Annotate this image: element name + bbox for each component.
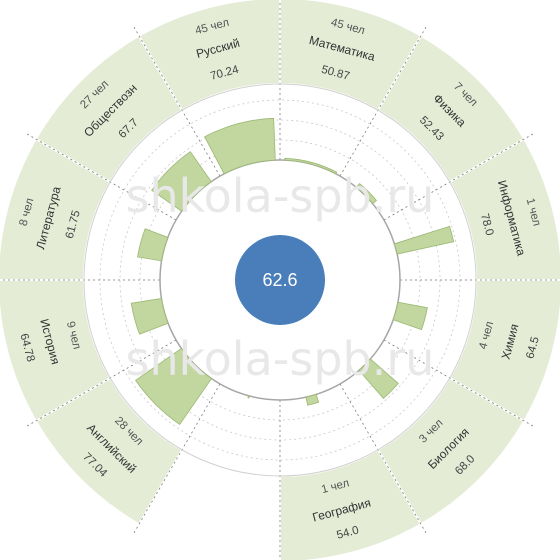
watermark-text-lower: shkola-spb.ru bbox=[126, 332, 435, 386]
subject-value-label: 54.0 bbox=[335, 524, 360, 541]
grid-spoke bbox=[133, 26, 221, 177]
bar-Литература bbox=[137, 228, 169, 262]
bar-Русский bbox=[204, 117, 276, 175]
bar-series bbox=[130, 117, 455, 426]
bar-Математика bbox=[284, 157, 338, 175]
bar-География bbox=[305, 393, 320, 406]
grid-spoke bbox=[339, 383, 427, 534]
center-circle bbox=[235, 235, 325, 325]
bar-unnamed bbox=[247, 395, 250, 399]
bar-Обществозн bbox=[151, 151, 212, 212]
grid-spoke bbox=[383, 133, 534, 221]
grid-spoke bbox=[133, 383, 221, 534]
watermark: shkola-spb.ru shkola-spb.ru bbox=[126, 169, 435, 386]
inner-circle bbox=[159, 159, 401, 401]
bar-Химия bbox=[392, 301, 428, 331]
subject-value-label: 64.5 bbox=[524, 335, 541, 360]
watermark-text-upper: shkola-spb.ru bbox=[126, 169, 435, 223]
grid-spoke bbox=[383, 339, 534, 427]
grid-spoke bbox=[26, 339, 177, 427]
center-average-value: 62.6 bbox=[262, 270, 297, 290]
grid-spoke bbox=[26, 133, 177, 221]
band-inner-edge bbox=[83, 83, 477, 477]
bar-История bbox=[130, 298, 169, 335]
bar-Физика bbox=[355, 182, 378, 205]
bar-Биология bbox=[358, 358, 399, 399]
subject-value-label: 78.0 bbox=[478, 212, 495, 237]
bar-Английский bbox=[134, 347, 213, 426]
bar-Информатика bbox=[393, 225, 455, 255]
grid-spoke bbox=[339, 26, 427, 177]
